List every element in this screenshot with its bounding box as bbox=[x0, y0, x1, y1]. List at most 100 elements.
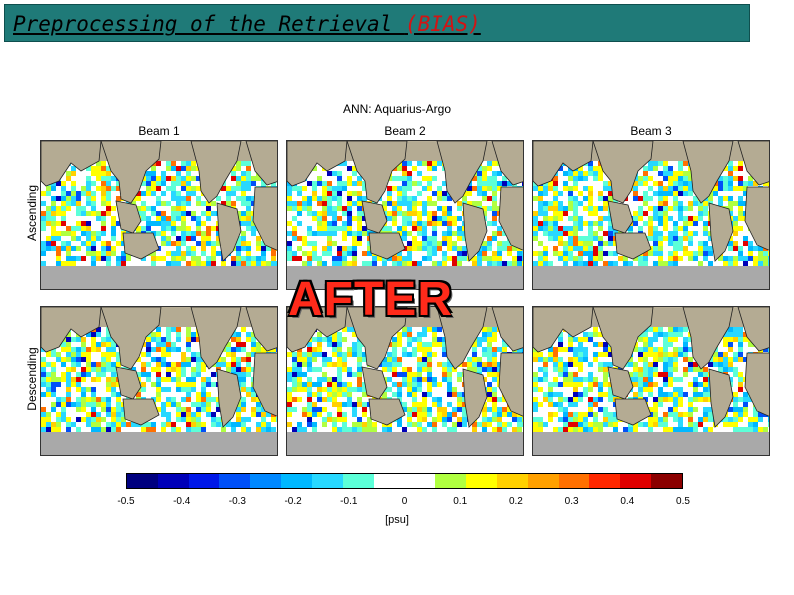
map-pixel bbox=[688, 256, 693, 261]
map-pixel bbox=[101, 246, 106, 251]
map-pixel bbox=[226, 186, 231, 191]
map-pixel bbox=[402, 216, 407, 221]
map-pixel bbox=[106, 402, 111, 407]
map-pixel bbox=[141, 382, 146, 387]
map-pixel bbox=[487, 407, 492, 412]
map-pixel bbox=[307, 191, 312, 196]
map-pixel bbox=[402, 191, 407, 196]
map-pixel bbox=[327, 226, 332, 231]
map-pixel bbox=[442, 181, 447, 186]
map-pixel bbox=[482, 347, 487, 352]
map-pixel bbox=[191, 372, 196, 377]
map-pixel bbox=[638, 211, 643, 216]
map-pixel bbox=[733, 221, 738, 226]
map-pixel bbox=[437, 382, 442, 387]
map-pixel bbox=[111, 236, 116, 241]
map-pixel bbox=[171, 196, 176, 201]
map-pixel bbox=[271, 417, 276, 422]
map-pixel bbox=[176, 191, 181, 196]
map-pixel bbox=[578, 261, 583, 266]
map-pixel bbox=[206, 407, 211, 412]
map-pixel bbox=[61, 236, 66, 241]
map-pixel bbox=[452, 256, 457, 261]
map-pixel bbox=[332, 392, 337, 397]
map-pixel bbox=[86, 397, 91, 402]
map-pixel bbox=[452, 226, 457, 231]
map-pixel bbox=[297, 251, 302, 256]
map-pixel bbox=[467, 261, 472, 266]
map-pixel bbox=[412, 397, 417, 402]
map-pixel bbox=[337, 332, 342, 337]
map-pixel bbox=[548, 226, 553, 231]
map-pixel bbox=[106, 176, 111, 181]
map-pixel bbox=[151, 377, 156, 382]
map-pixel bbox=[432, 382, 437, 387]
map-pixel bbox=[452, 221, 457, 226]
map-pixel bbox=[297, 196, 302, 201]
map-pixel bbox=[241, 397, 246, 402]
map-pixel bbox=[658, 196, 663, 201]
map-pixel bbox=[322, 387, 327, 392]
map-pixel bbox=[297, 367, 302, 372]
map-pixel bbox=[563, 216, 568, 221]
map-pixel bbox=[548, 216, 553, 221]
map-pixel bbox=[412, 196, 417, 201]
map-pixel bbox=[322, 382, 327, 387]
map-pixel bbox=[86, 226, 91, 231]
map-pixel bbox=[437, 402, 442, 407]
map-pixel bbox=[397, 342, 402, 347]
map-pixel bbox=[432, 206, 437, 211]
map-pixel bbox=[246, 256, 251, 261]
map-pixel bbox=[432, 201, 437, 206]
map-pixel bbox=[392, 382, 397, 387]
map-pixel bbox=[111, 246, 116, 251]
map-pixel bbox=[51, 387, 56, 392]
map-pixel bbox=[412, 181, 417, 186]
map-pixel bbox=[472, 347, 477, 352]
map-pixel bbox=[492, 357, 497, 362]
land-mass bbox=[436, 141, 488, 204]
map-pixel bbox=[402, 362, 407, 367]
map-pixel bbox=[718, 176, 723, 181]
map-pixel bbox=[457, 392, 462, 397]
map-pixel bbox=[181, 422, 186, 427]
land-mass bbox=[252, 352, 277, 417]
map-pixel bbox=[362, 357, 367, 362]
map-pixel bbox=[352, 206, 357, 211]
map-pixel bbox=[683, 216, 688, 221]
map-pixel bbox=[397, 256, 402, 261]
map-pixel bbox=[648, 261, 653, 266]
map-pixel bbox=[548, 246, 553, 251]
map-pixel bbox=[292, 372, 297, 377]
map-pixel bbox=[728, 181, 733, 186]
map-pixel bbox=[256, 256, 261, 261]
map-pixel bbox=[392, 216, 397, 221]
map-pixel bbox=[733, 256, 738, 261]
map-pixel bbox=[266, 422, 271, 427]
map-pixel bbox=[733, 161, 738, 166]
map-pixel bbox=[387, 382, 392, 387]
map-pixel bbox=[86, 417, 91, 422]
map-pixel bbox=[332, 176, 337, 181]
map-pixel bbox=[191, 221, 196, 226]
map-pixel bbox=[86, 206, 91, 211]
map-pixel bbox=[653, 216, 658, 221]
map-pixel bbox=[111, 377, 116, 382]
map-pixel bbox=[422, 337, 427, 342]
map-pixel bbox=[106, 367, 111, 372]
map-pixel bbox=[382, 256, 387, 261]
map-pixel bbox=[101, 221, 106, 226]
map-pixel bbox=[447, 196, 452, 201]
map-pixel bbox=[608, 251, 613, 256]
map-pixel bbox=[46, 367, 51, 372]
map-pixel bbox=[196, 402, 201, 407]
map-pixel bbox=[412, 377, 417, 382]
map-pixel bbox=[201, 261, 206, 266]
map-pixel bbox=[196, 226, 201, 231]
map-pixel bbox=[733, 196, 738, 201]
map-pixel bbox=[512, 246, 517, 251]
map-pixel bbox=[141, 216, 146, 221]
map-pixel bbox=[322, 236, 327, 241]
map-pixel bbox=[387, 216, 392, 221]
map-pixel bbox=[241, 387, 246, 392]
